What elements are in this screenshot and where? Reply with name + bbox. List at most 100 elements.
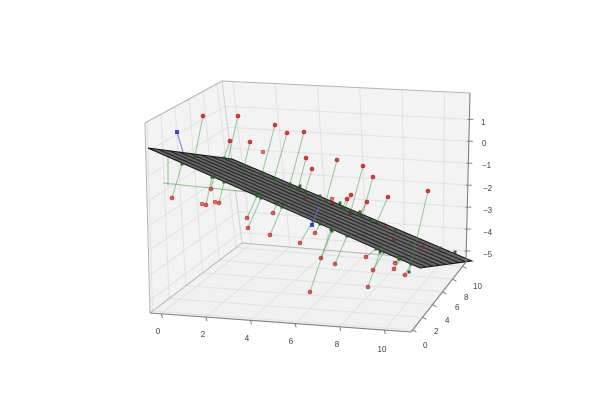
residual-foot-marker <box>318 222 322 226</box>
residual-line-above <box>227 115 239 161</box>
box-edge-top-left <box>144 80 223 124</box>
residual-line-above <box>304 168 313 193</box>
red-scatter-point <box>307 289 313 295</box>
residual-line-below <box>309 228 332 293</box>
blue-residual-line <box>176 131 184 153</box>
gridline-floor-y <box>152 310 413 331</box>
gridline-floor-y <box>185 285 433 306</box>
residual-line-above <box>358 201 368 216</box>
gridline-back-z <box>225 105 470 120</box>
residual-foot-marker <box>260 172 264 176</box>
z-tick-label: −1 <box>482 161 492 170</box>
residual-foot-marker <box>375 220 379 224</box>
residual-foot-marker <box>298 184 302 188</box>
red-scatter-point <box>402 272 408 278</box>
residual-foot-marker <box>318 194 322 198</box>
red-scatter-point <box>260 149 266 155</box>
residual-line-above <box>297 157 307 190</box>
gridline-back-x <box>401 89 406 257</box>
y-tick-label: 4 <box>445 316 450 325</box>
residual-foot-marker <box>398 257 402 261</box>
gridline-left-z <box>148 211 239 277</box>
x-tick-label: 2 <box>201 330 206 339</box>
residual-foot-marker <box>345 234 349 238</box>
plane-wireframe-row <box>200 154 453 265</box>
residual-line-below <box>269 206 283 236</box>
z-axis-spine <box>465 92 471 263</box>
gridline-floor-y <box>169 297 423 318</box>
red-point-on-plane <box>383 225 387 229</box>
gridline-left-z <box>148 189 236 252</box>
plane-wireframe-row <box>179 151 440 266</box>
x-tick-label: 10 <box>378 345 387 354</box>
z-tick-label: −2 <box>483 184 493 193</box>
gridline-back-z <box>232 168 468 186</box>
y-tick-label: 8 <box>464 293 469 302</box>
red-scatter-point <box>364 199 370 205</box>
y-tick-label: 10 <box>473 282 482 291</box>
x-tick-mark <box>294 323 297 328</box>
box-edge-top-right <box>221 80 471 94</box>
red-scatter-point <box>212 199 218 205</box>
gridline-left-y <box>188 98 204 273</box>
red-scatter-point <box>284 130 290 136</box>
red-scatter-point <box>200 113 206 119</box>
red-scatter-point <box>360 163 366 169</box>
residual-foot-marker <box>393 229 397 233</box>
plane-wireframe-row <box>158 148 427 268</box>
gridline-floor-x <box>383 259 444 331</box>
residual-foot-marker <box>296 187 300 191</box>
residual-line-below <box>246 195 258 219</box>
residual-foot-marker <box>255 191 259 195</box>
red-scatter-point <box>216 200 222 206</box>
pane-floor <box>150 243 466 332</box>
x-tick-mark <box>383 329 386 335</box>
red-scatter-point <box>169 195 175 201</box>
red-scatter-point <box>303 155 309 161</box>
residual-foot-marker <box>349 209 353 213</box>
residual-line-below <box>218 181 225 204</box>
x-tick-label: 6 <box>289 337 294 346</box>
red-point-on-plane <box>331 201 335 205</box>
red-scatter-point <box>245 225 251 231</box>
red-scatter-point <box>348 192 354 198</box>
box-edge-floor-left <box>149 242 243 314</box>
residual-line-above <box>350 165 364 212</box>
gridline-left-z <box>145 105 226 154</box>
residual-foot-marker <box>275 202 279 206</box>
residual-foot-marker <box>374 247 378 251</box>
red-scatter-point <box>203 202 209 208</box>
residual-foot-marker <box>193 154 197 158</box>
red-scatter-point <box>227 138 233 144</box>
residual-foot-marker <box>407 270 411 274</box>
red-point-on-plane <box>421 245 425 249</box>
gridline-floor-y <box>202 272 443 293</box>
residual-foot-marker <box>378 250 382 254</box>
residual-foot-marker <box>272 177 276 181</box>
red-scatter-point <box>297 240 303 246</box>
y-tick-label: 0 <box>423 341 428 350</box>
residual-line-above <box>289 131 305 185</box>
red-scatter-point <box>270 210 276 216</box>
z-tick-label: 0 <box>482 139 487 148</box>
red-scatter-point <box>235 113 241 119</box>
red-scatter-point <box>267 232 273 238</box>
x-axis-spine <box>149 312 412 333</box>
residual-foot-marker <box>303 190 307 194</box>
gridline-left-y <box>146 121 154 312</box>
residual-line-below <box>334 235 348 265</box>
residual-foot-marker <box>409 262 413 266</box>
gridline-floor-x <box>160 243 252 315</box>
blue-residual-line <box>311 206 320 226</box>
gridline-left-z <box>146 126 228 178</box>
z-tick-label: −3 <box>483 206 493 215</box>
red-scatter-point <box>199 201 205 207</box>
residual-line-below <box>320 230 333 259</box>
x-tick-label: 4 <box>245 334 250 343</box>
gridline-left-y <box>174 106 187 286</box>
red-scatter-point <box>344 196 350 202</box>
gridline-back-x <box>442 91 446 261</box>
residual-foot-marker <box>242 165 246 169</box>
